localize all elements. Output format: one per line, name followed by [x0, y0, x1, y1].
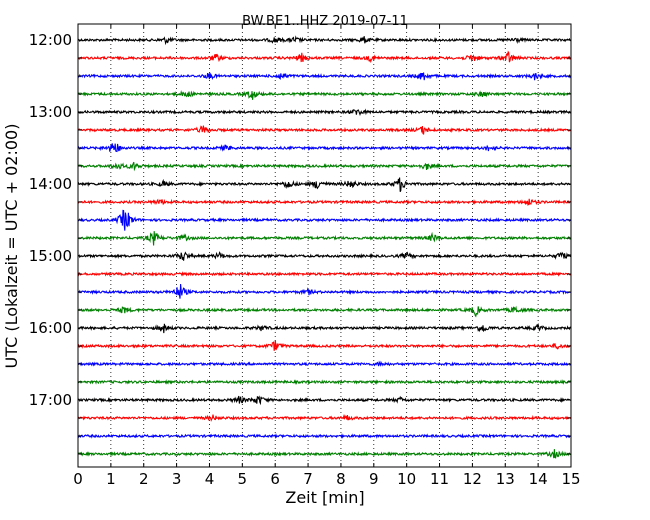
trace-line-1715	[77, 414, 572, 422]
x-tick-label: 0	[73, 470, 83, 488]
x-tick-label: 11	[430, 470, 449, 488]
x-tick-label: 15	[561, 470, 580, 488]
x-tick-labels: 0 1 2 3 4 5 6 7 8 9 10 11 12 13 14 15	[73, 470, 580, 488]
trace-line-1315	[77, 125, 571, 135]
x-axis-title: Zeit [min]	[285, 488, 364, 507]
y-tick-label: 12:00	[29, 31, 72, 49]
trace-line-1745	[77, 449, 571, 459]
trace-line-1330	[77, 143, 571, 153]
trace-line-1415	[77, 198, 571, 206]
trace-line-1645	[77, 379, 571, 385]
trace-group	[77, 35, 572, 459]
trace-line-1500	[78, 251, 572, 261]
trace-line-1430	[77, 209, 572, 231]
x-tick-label: 6	[270, 470, 280, 488]
trace-line-1630	[77, 360, 571, 367]
trace-line-1345	[77, 161, 572, 172]
x-tick-label: 13	[496, 470, 515, 488]
plot-frame	[77, 23, 572, 468]
x-tick-label: 3	[172, 470, 182, 488]
trace-line-1300	[77, 108, 571, 117]
x-tick-label: 10	[397, 470, 416, 488]
x-tick-label: 14	[529, 470, 548, 488]
x-tick-label: 1	[106, 470, 116, 488]
trace-line-1730	[77, 432, 571, 439]
y-tick-label: 17:00	[29, 391, 72, 409]
x-tick-label: 4	[205, 470, 215, 488]
trace-line-1515	[77, 271, 571, 277]
y-tick-label: 15:00	[29, 247, 72, 265]
trace-line-1245	[77, 90, 571, 100]
trace-line-1600	[77, 322, 571, 334]
axis-ticks	[77, 24, 572, 467]
x-tick-label: 5	[238, 470, 248, 488]
trace-line-1445	[77, 231, 571, 246]
trace-line-1230	[77, 72, 572, 81]
trace-line-1545	[77, 305, 571, 318]
y-tick-label: 16:00	[29, 319, 72, 337]
trace-line-1700	[77, 395, 571, 406]
x-tick-label: 8	[336, 470, 346, 488]
trace-line-1215	[77, 50, 572, 64]
y-axis-title: UTC (Lokalzeit = UTC + 02:00)	[2, 124, 21, 369]
trace-line-1400	[77, 177, 571, 192]
y-tick-label: 14:00	[29, 175, 72, 193]
x-tick-label: 7	[303, 470, 313, 488]
x-tick-label: 9	[369, 470, 379, 488]
y-tick-label: 13:00	[29, 103, 72, 121]
trace-line-1615	[77, 340, 572, 351]
x-tick-label: 2	[139, 470, 149, 488]
trace-line-1200	[77, 35, 571, 46]
chart-title: BW.BE1..HHZ 2019-07-11	[242, 14, 408, 29]
y-tick-labels: 12:00 13:00 14:00 15:00 16:00 17:00	[29, 31, 72, 409]
trace-line-1530	[77, 283, 571, 299]
x-tick-label: 12	[463, 470, 482, 488]
